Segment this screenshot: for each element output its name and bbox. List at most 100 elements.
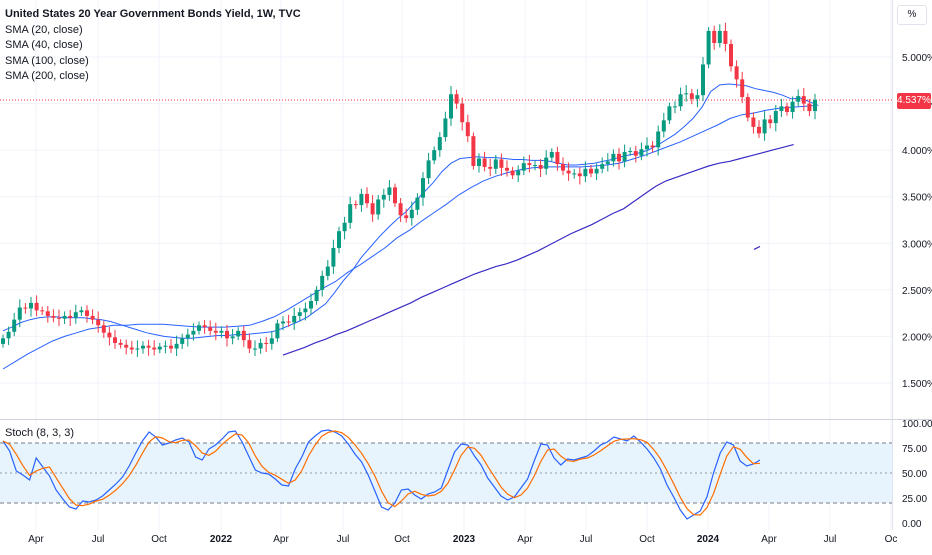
candle-body [723,30,728,44]
sma-100-line [282,144,794,356]
candle-body [34,302,39,311]
legend-sma-100[interactable]: SMA (100, close) [5,54,89,67]
candle-body [264,342,269,344]
candle-body [594,168,599,174]
stoch-tick-label: 75.00 [902,444,927,455]
candle-body [342,222,347,232]
chart-legend: United States 20 Year Government Bonds Y… [5,7,301,85]
candle-body [768,119,773,124]
candle-body [527,163,532,166]
candle-body [572,173,577,175]
candle-body [751,117,756,127]
time-tick-label: Oct [639,534,655,545]
candle-body [113,337,117,343]
candle-body [409,209,414,219]
candle-body [269,338,274,344]
candle-body [68,315,73,318]
time-tick-label: 2024 [697,534,720,545]
legend-sma-40[interactable]: SMA (40, close) [5,39,83,51]
candle-body [40,310,45,312]
candle-body [12,319,17,332]
stoch-tick-label: 50.00 [902,469,927,480]
stoch-title[interactable]: Stoch (8, 3, 3) [5,427,75,439]
candle-body [757,126,761,134]
candle-body [533,165,537,167]
chart-title[interactable]: United States 20 Year Government Bonds Y… [5,8,301,20]
candle-body [745,97,750,118]
candle-body [706,30,711,65]
candle-body [600,164,605,169]
candle-body [292,315,297,323]
time-tick-label: 2023 [453,534,476,545]
sma-200-line [753,245,761,250]
candle-body [85,310,89,316]
stoch-k-line [2,429,761,520]
candle-body [516,170,521,176]
stoch-tick-label: 0.00 [902,519,922,530]
legend-sma-20[interactable]: SMA (20, close) [5,23,83,36]
candles [1,22,817,357]
candle-body [6,331,11,339]
candle-body [387,187,392,195]
candle-body [381,194,386,200]
candle-body [555,152,560,165]
price-tick-label: 3.500% [902,193,932,204]
candle-body [460,103,465,123]
candle-body [281,321,285,324]
candle-body [169,345,173,349]
candle-body [197,325,201,331]
candle-body [505,167,509,171]
candle-body [303,308,308,313]
price-tick-label: 5.000% [902,53,932,64]
candle-body [157,346,162,350]
time-tick-label: 2022 [210,534,233,545]
sma-lines [2,83,819,370]
candle-body [23,307,28,309]
candle-body [549,152,554,158]
candle-body [589,168,593,174]
candle-body [208,327,213,331]
candle-body [521,163,526,171]
candle-body [415,197,420,210]
time-tick-label: Apr [761,534,777,545]
candle-body [538,165,543,169]
candle-body [785,106,789,112]
candle-body [650,145,655,148]
candle-body [141,345,145,349]
candle-body [241,330,246,341]
candle-body [712,30,717,44]
candle-body [432,150,437,161]
time-tick-label: Jul [92,534,105,545]
time-tick-label: Jul [337,534,350,545]
candle-body [689,93,694,99]
candle-body [163,345,168,347]
legend-sma-200[interactable]: SMA (200, close) [5,70,89,82]
candle-body [622,152,627,162]
candle-body [129,347,134,350]
candle-body [1,338,5,344]
candle-body [370,203,375,215]
candle-body [488,166,493,169]
candle-body [734,66,739,80]
candle-body [236,330,241,337]
candle-body [275,323,280,339]
candle-body [359,193,364,206]
candle-body [449,94,453,119]
candle-body [790,101,795,112]
candle-body [645,145,649,150]
candle-body [617,153,621,162]
candle-body [79,310,84,313]
candle-body [146,345,151,348]
candle-body [510,170,515,176]
candle-body [561,164,565,171]
candle-body [51,315,56,318]
unit-button[interactable]: % [897,5,927,25]
candle-body [393,187,397,204]
candle-body [437,137,442,151]
candle-body [353,204,358,206]
candle-body [729,43,733,67]
time-tick-label: Oct [151,534,167,545]
candle-body [583,168,588,177]
candle-body [611,153,616,162]
